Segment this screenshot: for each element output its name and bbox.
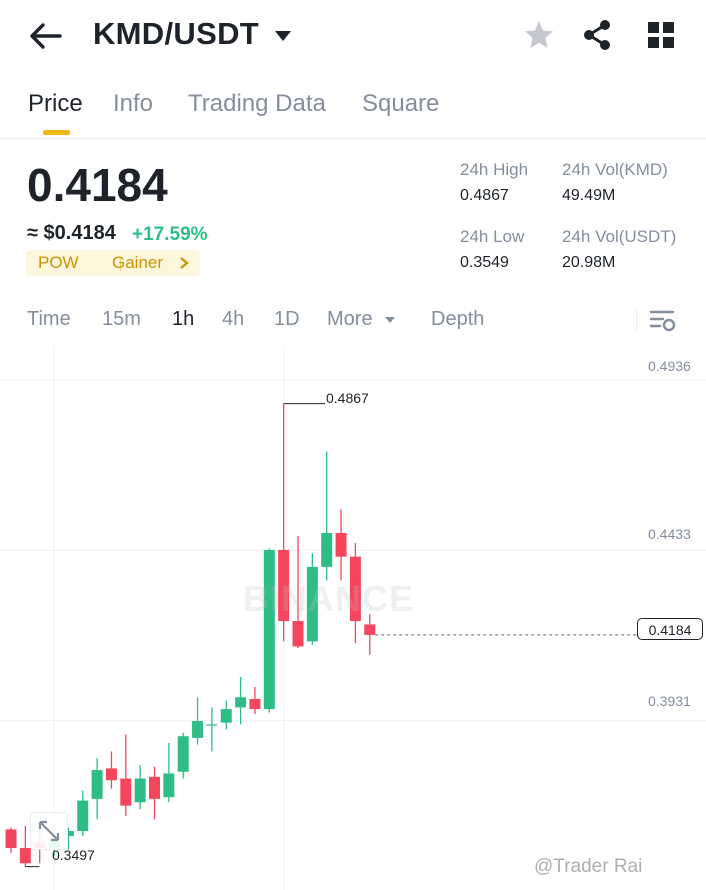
top-bar: KMD/USDT	[0, 0, 706, 72]
current-price-tag: 0.4184	[637, 618, 703, 640]
pair-dropdown-button[interactable]	[272, 28, 294, 44]
candle-body	[91, 770, 103, 799]
price-change: +17.59%	[132, 224, 208, 245]
candle-body	[349, 556, 361, 622]
tag-divider	[120, 259, 121, 271]
high-marker-label: 0.4867	[326, 390, 369, 406]
tab-square[interactable]: Square	[362, 90, 440, 117]
expand-icon	[38, 820, 60, 842]
chart-settings-button[interactable]	[648, 308, 678, 334]
pair-title[interactable]: KMD/USDT	[93, 16, 259, 51]
interval-1h[interactable]: 1h	[172, 308, 195, 330]
candle-body	[249, 698, 261, 710]
y-axis-label: 0.3931	[648, 693, 691, 709]
back-arrow-icon	[30, 23, 62, 49]
candle-body	[306, 566, 318, 642]
interval-depth[interactable]: Depth	[431, 308, 485, 330]
author-handle: @Trader Rai	[534, 856, 643, 877]
tab-info[interactable]: Info	[113, 90, 154, 117]
candle-body	[192, 720, 204, 738]
candle-body	[62, 831, 74, 837]
interval-4h[interactable]: 4h	[222, 308, 245, 330]
active-tab-indicator	[43, 130, 70, 135]
candle-body	[120, 778, 132, 806]
grid-button[interactable]	[644, 18, 678, 52]
candle-body	[163, 773, 175, 798]
candle-body	[364, 624, 376, 635]
interval-time[interactable]: Time	[27, 308, 71, 330]
candle-body	[292, 621, 304, 647]
low-label: 24h Low	[460, 227, 525, 246]
high-label: 24h High	[460, 160, 529, 179]
vol-quote-label: 24h Vol(USDT)	[562, 227, 677, 246]
caret-down-icon	[275, 31, 291, 41]
candle-body	[177, 736, 189, 772]
tab-price[interactable]: Price	[28, 90, 83, 117]
candle-body	[321, 532, 333, 567]
last-price: 0.4184	[27, 159, 168, 211]
tab-trading-data[interactable]: Trading Data	[188, 90, 326, 117]
favorite-button[interactable]	[522, 18, 556, 52]
caret-down-icon	[385, 317, 395, 323]
chart-canvas	[0, 346, 706, 890]
candle-body	[5, 829, 17, 848]
share-icon	[584, 20, 610, 50]
y-axis-label: 0.4433	[648, 526, 691, 542]
share-button[interactable]	[580, 18, 614, 52]
candle-body	[77, 800, 89, 832]
vol-base-value: 49.49M	[562, 187, 616, 204]
candle-body	[134, 778, 146, 803]
grid-icon	[648, 22, 674, 48]
main-tabs: Price Info Trading Data Square	[0, 84, 706, 139]
chart-settings-icon	[649, 310, 676, 332]
tag-pow[interactable]: POW	[38, 253, 79, 272]
candle-body	[335, 532, 347, 557]
vol-quote-value: 20.98M	[562, 254, 616, 271]
candlestick-chart[interactable]: BINANCE 0.4936 0.4433 0.3931 0.4867 0.34…	[0, 346, 706, 890]
candle-body	[206, 724, 218, 726]
candle-body	[263, 549, 275, 710]
watermark: BINANCE	[243, 578, 415, 619]
y-axis-label: 0.4936	[648, 358, 691, 374]
low-marker-label: 0.3497	[52, 847, 95, 863]
interval-more[interactable]: More	[327, 308, 373, 330]
tag-gainer[interactable]: Gainer	[112, 253, 164, 272]
interval-divider	[636, 308, 637, 330]
usd-price: ≈ $0.4184	[27, 222, 116, 244]
candle-body	[19, 847, 31, 864]
candle-body	[105, 768, 117, 781]
high-value: 0.4867	[460, 187, 509, 204]
low-value: 0.3549	[460, 254, 509, 271]
candle-body	[235, 697, 247, 708]
interval-bar: Time 15m 1h 4h 1D More Depth	[0, 300, 706, 342]
candle-body	[149, 776, 160, 799]
interval-15m[interactable]: 15m	[102, 308, 141, 330]
candle-body	[220, 709, 232, 723]
interval-1d[interactable]: 1D	[274, 308, 300, 330]
candle-body	[278, 549, 290, 622]
vol-base-label: 24h Vol(KMD)	[562, 160, 668, 179]
star-icon	[525, 21, 553, 48]
chevron-right-icon	[180, 257, 189, 269]
tag-group: POW Gainer	[26, 250, 200, 276]
expand-chart-button[interactable]	[30, 812, 68, 850]
back-button[interactable]	[28, 20, 64, 52]
